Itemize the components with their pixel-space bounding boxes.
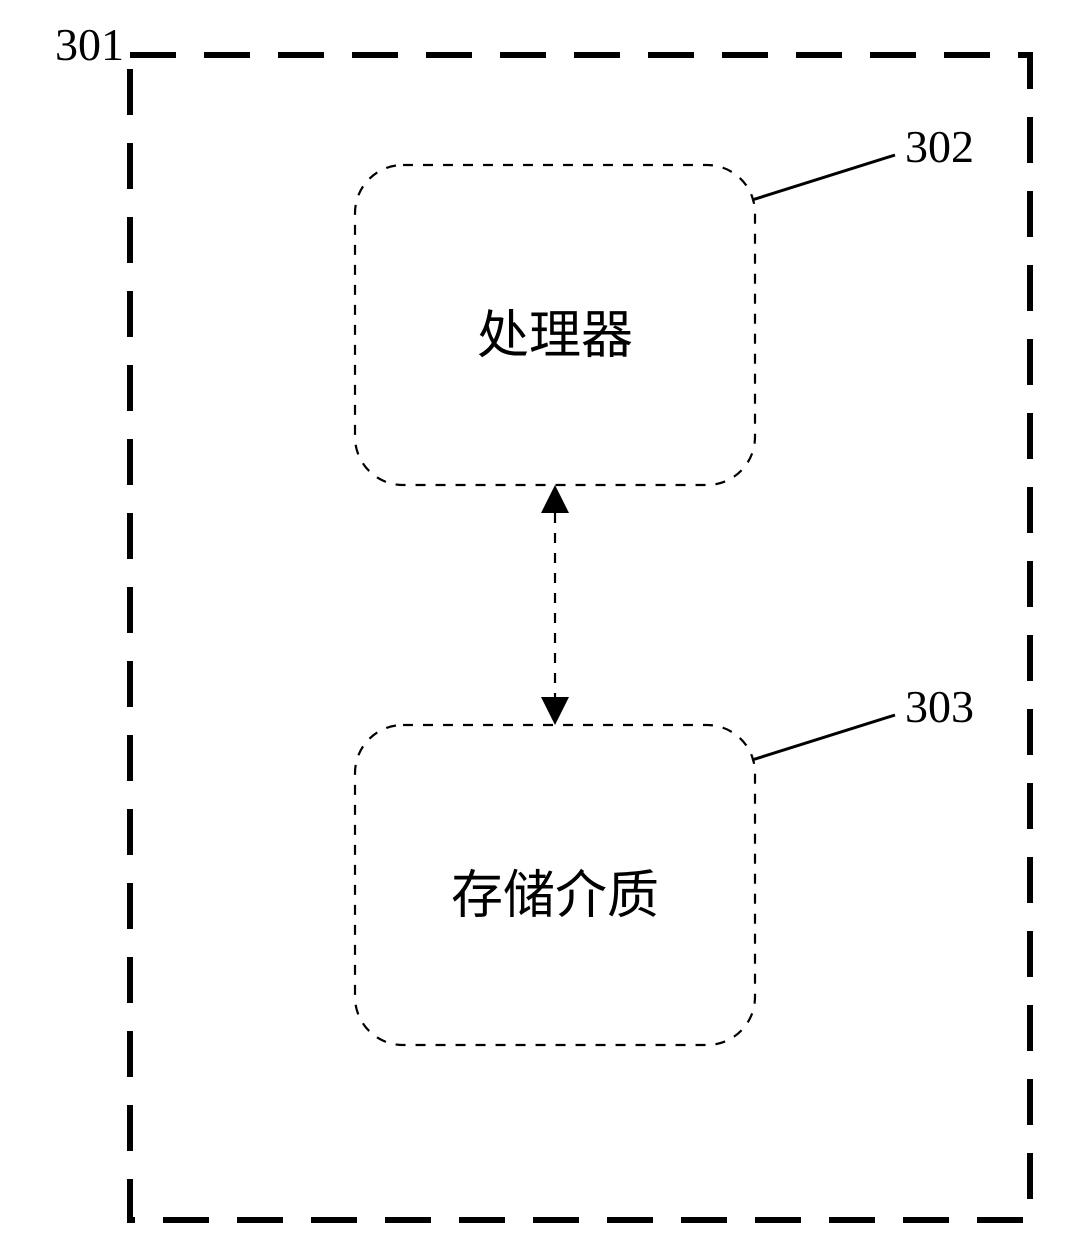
diagram-svg [0, 0, 1078, 1259]
leader-line-303 [752, 715, 895, 760]
ref-label-301: 301 [55, 18, 124, 71]
processor-label: 处理器 [355, 293, 755, 368]
storage-label: 存储介质 [355, 853, 755, 928]
connector-arrow-up-icon [541, 485, 569, 513]
ref-label-302: 302 [905, 120, 974, 173]
leader-line-302 [752, 155, 895, 200]
connector-arrow-down-icon [541, 697, 569, 725]
ref-label-303: 303 [905, 680, 974, 733]
